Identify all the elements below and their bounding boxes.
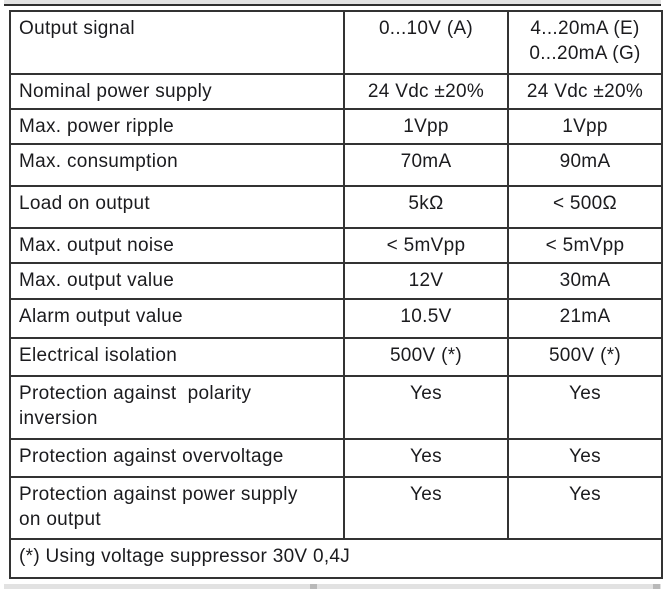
spec-row-protection-power-supply-on-output: Protection against power supply on outpu… (9, 476, 663, 540)
spec-row-output-signal: Output signal 0...10V (A) 4...20mA (E) 0… (9, 10, 663, 75)
spec-label-cell: Max. power ripple (9, 108, 345, 145)
value-a-cell: 70mA (343, 143, 509, 187)
value-eg-cell: 500V (*) (507, 337, 663, 377)
value-eg-cell: Yes (507, 438, 663, 478)
spec-label-cell: Electrical isolation (9, 337, 345, 377)
value-a-cell: 0...10V (A) (343, 10, 509, 75)
value-eg-cell: 4...20mA (E) 0...20mA (G) (507, 10, 663, 75)
spec-row-max-output-value: Max. output value 12V 30mA (9, 262, 663, 300)
value-a-cell: < 5mVpp (343, 227, 509, 264)
bottom-edge-strip (4, 584, 661, 589)
value-eg-cell: 90mA (507, 143, 663, 187)
spec-label-cell: Max. output noise (9, 227, 345, 264)
spec-label-cell: Max. consumption (9, 143, 345, 187)
value-eg-cell: < 500Ω (507, 185, 663, 229)
spec-label-cell: Output signal (9, 10, 345, 75)
spec-label-cell: Protection against power supply on outpu… (9, 476, 345, 540)
spec-row-protection-polarity-inversion: Protection against polarity inversion Ye… (9, 375, 663, 440)
value-eg-cell: 24 Vdc ±20% (507, 73, 663, 110)
value-a-cell: 10.5V (343, 298, 509, 339)
spec-row-max-output-noise: Max. output noise < 5mVpp < 5mVpp (9, 227, 663, 264)
spec-label-cell: Protection against overvoltage (9, 438, 345, 478)
value-eg-cell: Yes (507, 476, 663, 540)
spec-row-electrical-isolation: Electrical isolation 500V (*) 500V (*) (9, 337, 663, 377)
spec-row-max-consumption: Max. consumption 70mA 90mA (9, 143, 663, 187)
value-a-cell: 5kΩ (343, 185, 509, 229)
next-table-border-tick (653, 584, 660, 589)
footnote-row: (*) Using voltage suppressor 30V 0,4J (9, 538, 663, 579)
spec-row-load-on-output: Load on output 5kΩ < 500Ω (9, 185, 663, 229)
spec-table: Output signal 0...10V (A) 4...20mA (E) 0… (9, 10, 663, 579)
value-eg-cell: 1Vpp (507, 108, 663, 145)
spec-label-cell: Load on output (9, 185, 345, 229)
spec-label-cell: Nominal power supply (9, 73, 345, 110)
value-a-cell: Yes (343, 476, 509, 540)
value-a-cell: 24 Vdc ±20% (343, 73, 509, 110)
spec-label-cell: Max. output value (9, 262, 345, 300)
value-a-cell: 12V (343, 262, 509, 300)
footnote-cell: (*) Using voltage suppressor 30V 0,4J (9, 538, 663, 579)
top-edge-strip (4, 0, 661, 6)
spec-label-cell: Alarm output value (9, 298, 345, 339)
spec-row-protection-overvoltage: Protection against overvoltage Yes Yes (9, 438, 663, 478)
spec-row-max-power-ripple: Max. power ripple 1Vpp 1Vpp (9, 108, 663, 145)
value-a-cell: 1Vpp (343, 108, 509, 145)
value-a-cell: 500V (*) (343, 337, 509, 377)
spec-label-cell: Protection against polarity inversion (9, 375, 345, 440)
spec-row-nominal-power-supply: Nominal power supply 24 Vdc ±20% 24 Vdc … (9, 73, 663, 110)
value-eg-cell: Yes (507, 375, 663, 440)
next-table-border-tick (310, 584, 317, 589)
value-a-cell: Yes (343, 375, 509, 440)
spec-row-alarm-output-value: Alarm output value 10.5V 21mA (9, 298, 663, 339)
value-eg-cell: < 5mVpp (507, 227, 663, 264)
value-eg-cell: 30mA (507, 262, 663, 300)
value-eg-cell: 21mA (507, 298, 663, 339)
value-a-cell: Yes (343, 438, 509, 478)
